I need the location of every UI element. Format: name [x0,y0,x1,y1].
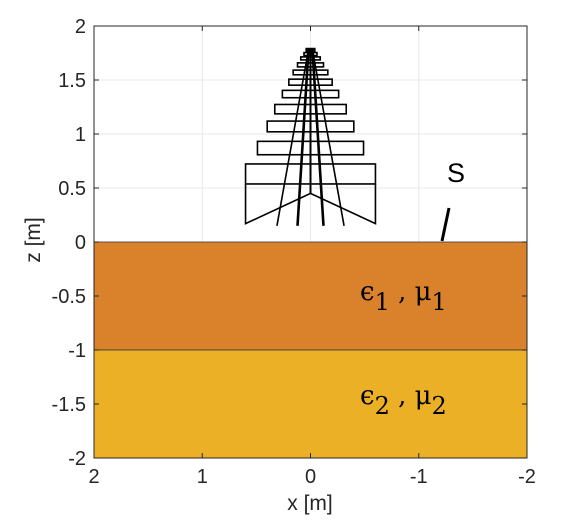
y-tick-label: 2 [75,16,86,38]
y-tick-label: -2 [68,448,86,470]
antenna-boom [311,49,325,226]
antenna-boom [296,49,310,226]
ground-layers [93,241,528,459]
surface-label: S [447,158,465,188]
y-tick-label: -0.5 [52,286,86,308]
layer-2-label: ϵ2 , μ2 [360,381,447,420]
x-tick-label: 2 [88,466,99,488]
y-tick-label: 1 [75,124,86,146]
y-tick-label: 0 [75,232,86,254]
layer-2 [93,349,528,459]
y-tick-label: -1.5 [52,394,86,416]
x-axis-label: x [m] [287,492,333,515]
antenna-apex [305,47,316,52]
antenna-drawing [244,47,377,226]
antenna-boom [311,49,345,226]
layer-1 [93,241,528,351]
y-tick-label: 0.5 [58,178,86,200]
y-tick-label: -1 [68,340,86,362]
x-tick-label: 1 [197,466,208,488]
ticks: 2 1 0 -1 -221.510.50-0.5-1-1.5-2 [52,16,536,488]
layer-1-label: ϵ1 , μ1 [360,277,447,316]
antenna-boom [276,49,310,226]
x-tick-label: -2 [518,466,536,488]
surface-pointer [440,207,451,242]
x-tick-label: 0 [305,466,316,488]
y-tick-label: 1.5 [58,70,86,92]
x-tick-label: -1 [410,466,428,488]
y-axis-label: z [m] [22,217,45,263]
